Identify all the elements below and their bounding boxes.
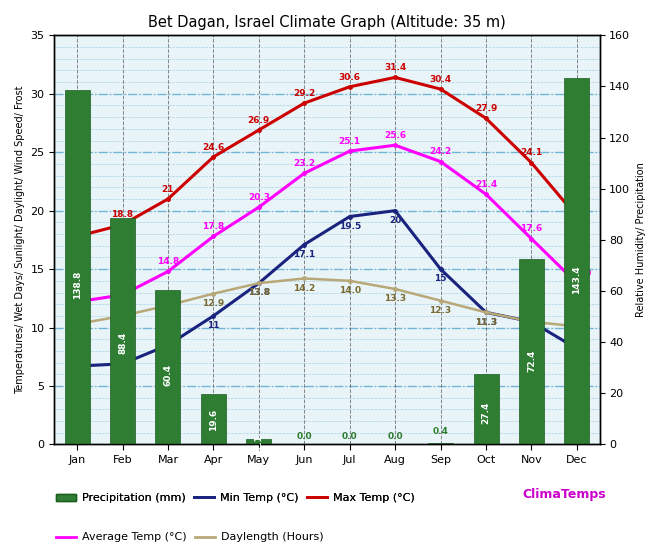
Text: 12.2: 12.2 [66,287,88,297]
Text: 8.5: 8.5 [160,350,176,359]
Text: ClimaTemps: ClimaTemps [522,488,606,501]
Text: 21.4: 21.4 [475,180,497,189]
Text: 0.0: 0.0 [342,432,358,441]
Text: 14.2: 14.2 [293,283,315,293]
Text: 138.8: 138.8 [73,271,81,299]
Text: 18.8: 18.8 [112,210,134,219]
Text: 0.4: 0.4 [433,427,449,436]
Text: 23.2: 23.2 [293,159,315,168]
Text: 21: 21 [162,185,175,194]
Text: 10.5: 10.5 [520,327,543,336]
Bar [428,444,453,445]
Text: 26.9: 26.9 [248,116,270,125]
Text: 17.8: 17.8 [66,222,89,231]
Legend: Precipitation (mm), Min Temp (°C), Max Temp (°C): Precipitation (mm), Min Temp (°C), Max T… [52,489,419,508]
Bar [247,439,272,445]
Text: 27.9: 27.9 [475,104,497,113]
Text: 19.6: 19.6 [209,408,218,431]
Text: 12.9: 12.9 [202,299,225,308]
Text: 11.0: 11.0 [112,321,134,330]
Text: 20: 20 [389,216,401,225]
Text: 143.4: 143.4 [572,265,582,294]
Title: Bet Dagan, Israel Climate Graph (Altitude: 35 m): Bet Dagan, Israel Climate Graph (Altitud… [148,15,506,30]
Text: 24.1: 24.1 [520,148,543,157]
Bar [519,259,544,445]
Legend: Average Temp (°C), Daylength (Hours): Average Temp (°C), Daylength (Hours) [52,528,328,547]
Text: 0.0: 0.0 [387,432,403,441]
Text: 24.6: 24.6 [202,143,225,152]
Text: 0.0: 0.0 [297,432,312,441]
Y-axis label: Relative Humidity/ Precipitation: Relative Humidity/ Precipitation [636,162,646,318]
Text: 29.2: 29.2 [293,89,315,98]
Text: 13.8: 13.8 [248,288,270,297]
Text: 17.8: 17.8 [202,222,225,231]
Text: 2.1: 2.1 [254,434,263,450]
Text: 24.2: 24.2 [430,147,451,156]
Text: 13.8: 13.8 [248,288,270,297]
Text: 10.3: 10.3 [66,329,88,338]
Bar [110,218,135,445]
Bar [65,89,90,445]
Text: 10.5: 10.5 [520,327,543,336]
Bar [201,395,226,445]
Text: 88.4: 88.4 [118,331,127,354]
Text: 31.4: 31.4 [384,63,407,72]
Text: 14.0: 14.0 [338,286,361,295]
Text: 8.2: 8.2 [569,354,585,363]
Bar [155,290,180,445]
Text: 60.4: 60.4 [163,364,173,386]
Text: 11.9: 11.9 [157,311,179,320]
Text: 11: 11 [207,321,219,330]
Text: 25.1: 25.1 [338,137,361,146]
Bar [473,374,498,445]
Y-axis label: Temperatures/ Wet Days/ Sunlight/ Daylight/ Wind Speed/ Frost: Temperatures/ Wet Days/ Sunlight/ Daylig… [15,85,25,394]
Text: 13.80: 13.80 [563,269,591,278]
Text: 17.1: 17.1 [293,250,315,259]
Text: 72.4: 72.4 [527,350,536,372]
Text: 17.6: 17.6 [520,224,543,233]
Text: 11.3: 11.3 [475,318,497,326]
Text: 30.4: 30.4 [430,75,451,84]
Text: 27.4: 27.4 [481,402,490,424]
Text: 30.6: 30.6 [338,73,361,81]
Bar [564,78,590,445]
Text: 19.5: 19.5 [566,202,588,211]
Text: 20.3: 20.3 [248,193,270,202]
Text: 6.9: 6.9 [114,369,131,378]
Text: 25.6: 25.6 [384,131,407,140]
Text: 12.3: 12.3 [430,306,451,315]
Text: 15: 15 [434,275,447,283]
Text: 6.7: 6.7 [69,372,85,381]
Text: 19.5: 19.5 [338,222,361,231]
Text: 13.3: 13.3 [384,294,407,303]
Text: 10.1: 10.1 [566,331,588,341]
Text: 12.8: 12.8 [112,281,134,290]
Text: 11.3: 11.3 [475,318,497,326]
Text: 14.8: 14.8 [157,257,179,266]
